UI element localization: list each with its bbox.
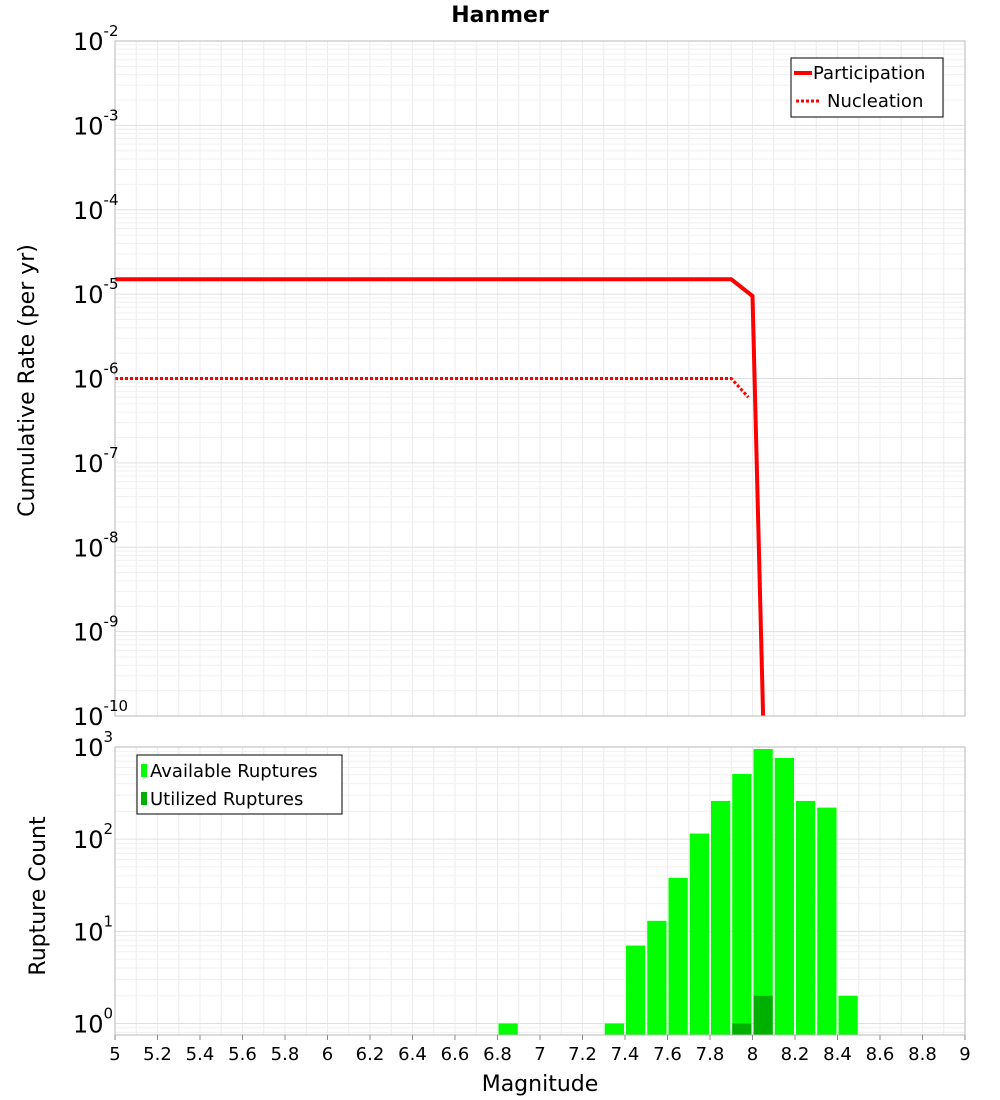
x-tick-label: 6.4 (398, 1044, 427, 1065)
bar-available (498, 1023, 518, 1035)
chart-title: Hanmer (451, 3, 549, 28)
bar-available (604, 1023, 624, 1035)
x-tick-label: 6.8 (483, 1044, 512, 1065)
top-y-tick-label: 10-2 (73, 22, 119, 56)
x-tick-label: 6 (322, 1044, 333, 1065)
bar-available (838, 995, 858, 1035)
bottom-y-ticks: 103 102 101 100 (73, 728, 113, 1038)
bottom-bars-group (498, 749, 858, 1035)
bottom-y-axis-label: Rupture Count (26, 816, 51, 976)
x-tick-label: 5 (109, 1044, 120, 1065)
top-y-ticks: 10-2 10-3 10-4 10-5 10-6 10-7 10-8 10-9 10-10 (73, 22, 128, 731)
bar-available (647, 920, 667, 1035)
bottom-legend-box (136, 754, 343, 815)
legend-available-label: Available Ruptures (150, 761, 318, 782)
x-tick-label: 6.6 (441, 1044, 470, 1065)
top-y-tick-label: 10-8 (73, 528, 119, 562)
top-plot-frame (114, 40, 966, 717)
x-tick-label: 6.2 (356, 1044, 385, 1065)
bar-available (689, 833, 709, 1035)
top-y-tick-label: 10-6 (73, 360, 119, 394)
bar-available (753, 749, 773, 1035)
top-y-tick-label: 10-4 (73, 191, 119, 225)
bar-available (732, 773, 752, 1035)
x-tick-label: 8 (747, 1044, 758, 1065)
bottom-y-tick-label: 101 (73, 912, 113, 946)
bar-utilized (732, 1023, 752, 1035)
top-y-axis-label: Cumulative Rate (per yr) (15, 244, 40, 517)
top-y-tick-label: 10-3 (73, 106, 119, 140)
top-y-tick-label: 10-7 (73, 444, 119, 478)
x-tick-label: 7.6 (653, 1044, 682, 1065)
top-panel: 10-2 10-3 10-4 10-5 10-6 10-7 10-8 10-9 10-10 Cu… (15, 22, 966, 731)
top-y-tick-label: 10-9 (73, 613, 119, 647)
bar-utilized (753, 995, 773, 1035)
x-ticks: 5 5.2 5.4 5.6 5.8 6 6.2 6.4 6.6 6.8 7 7.2 7.4 7.6 7.8 8… (109, 1035, 971, 1065)
top-legend: Participation Nucleation (790, 57, 944, 118)
series-line-nucleation (115, 377, 750, 399)
x-tick-label: 7 (534, 1044, 545, 1065)
bar-available (774, 757, 794, 1035)
x-tick-label: 8.8 (908, 1044, 937, 1065)
x-tick-label: 7.2 (568, 1044, 597, 1065)
x-tick-label: 7.8 (696, 1044, 725, 1065)
x-tick-label: 5.4 (186, 1044, 215, 1065)
top-y-tick-label: 10-10 (73, 697, 128, 731)
bottom-y-tick-label: 103 (73, 728, 113, 762)
x-tick-label: 8.6 (866, 1044, 895, 1065)
bottom-legend: Available Ruptures Utilized Ruptures (136, 754, 343, 815)
x-axis-label: Magnitude (482, 1072, 599, 1097)
top-y-tick-label: 10-5 (73, 275, 119, 309)
x-tick-label: 5.6 (228, 1044, 257, 1065)
bar-available (817, 807, 837, 1035)
bottom-y-tick-label: 100 (73, 1004, 113, 1038)
series-line-participation (115, 277, 766, 717)
x-tick-label: 8.2 (781, 1044, 810, 1065)
x-tick-label: 7.4 (611, 1044, 640, 1065)
legend-participation-label: Participation (813, 63, 925, 84)
bottom-panel: 103 102 101 100 5 5.2 5.4 5.6 5.8 6 6.2 6.4 6.6 6.8 7… (26, 728, 971, 1097)
legend-nucleation-label: Nucleation (827, 91, 923, 112)
bar-available (796, 800, 816, 1035)
x-tick-label: 5.8 (271, 1044, 300, 1065)
top-legend-box (790, 57, 944, 118)
bar-available (668, 877, 688, 1035)
x-tick-label: 9 (959, 1044, 970, 1065)
x-tick-label: 5.2 (143, 1044, 172, 1065)
bar-available (626, 945, 646, 1035)
bar-available (711, 800, 731, 1035)
legend-available-swatch (141, 764, 147, 777)
bottom-y-tick-label: 102 (73, 820, 113, 854)
top-series-group (115, 277, 766, 717)
legend-utilized-swatch (141, 792, 147, 805)
x-tick-label: 8.4 (823, 1044, 852, 1065)
legend-utilized-label: Utilized Ruptures (150, 789, 303, 810)
